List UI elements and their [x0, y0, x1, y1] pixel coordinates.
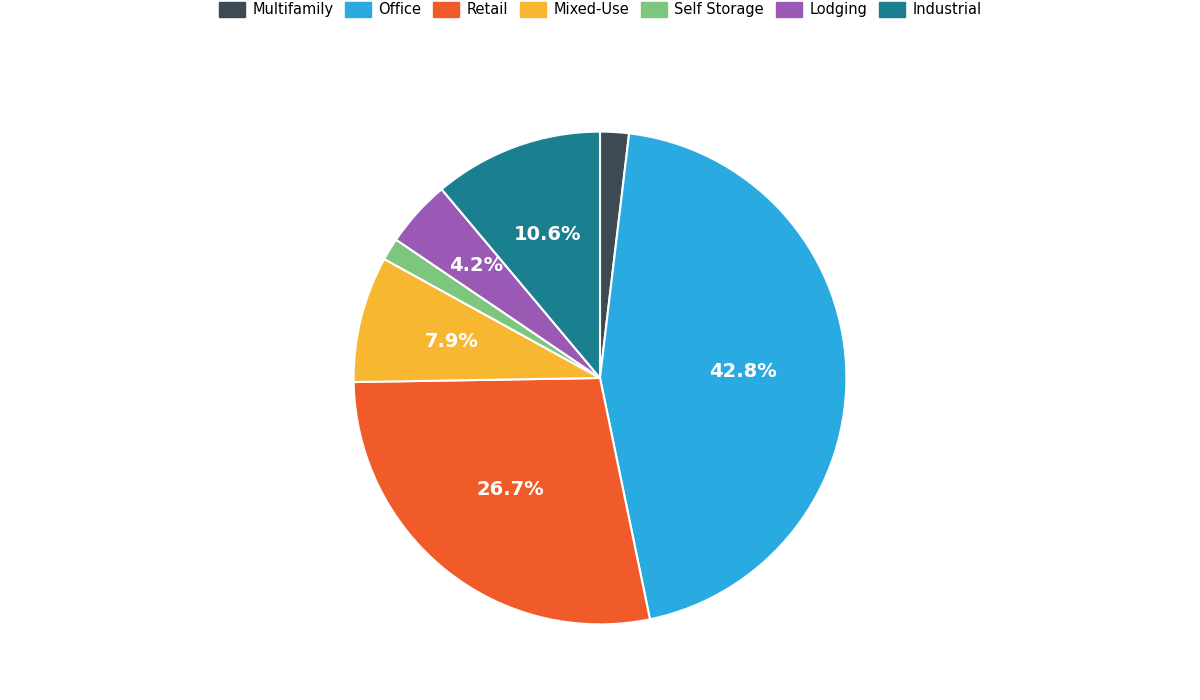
Wedge shape — [600, 133, 846, 620]
Wedge shape — [396, 189, 600, 378]
Text: 7.9%: 7.9% — [425, 332, 479, 351]
Wedge shape — [442, 132, 600, 378]
Legend: Multifamily, Office, Retail, Mixed-Use, Self Storage, Lodging, Industrial: Multifamily, Office, Retail, Mixed-Use, … — [215, 0, 985, 22]
Wedge shape — [384, 239, 600, 378]
Text: 10.6%: 10.6% — [514, 225, 582, 244]
Wedge shape — [354, 259, 600, 382]
Text: 26.7%: 26.7% — [476, 480, 545, 499]
Wedge shape — [354, 378, 650, 624]
Text: 4.2%: 4.2% — [449, 256, 503, 275]
Wedge shape — [600, 132, 629, 378]
Text: 42.8%: 42.8% — [709, 363, 776, 382]
